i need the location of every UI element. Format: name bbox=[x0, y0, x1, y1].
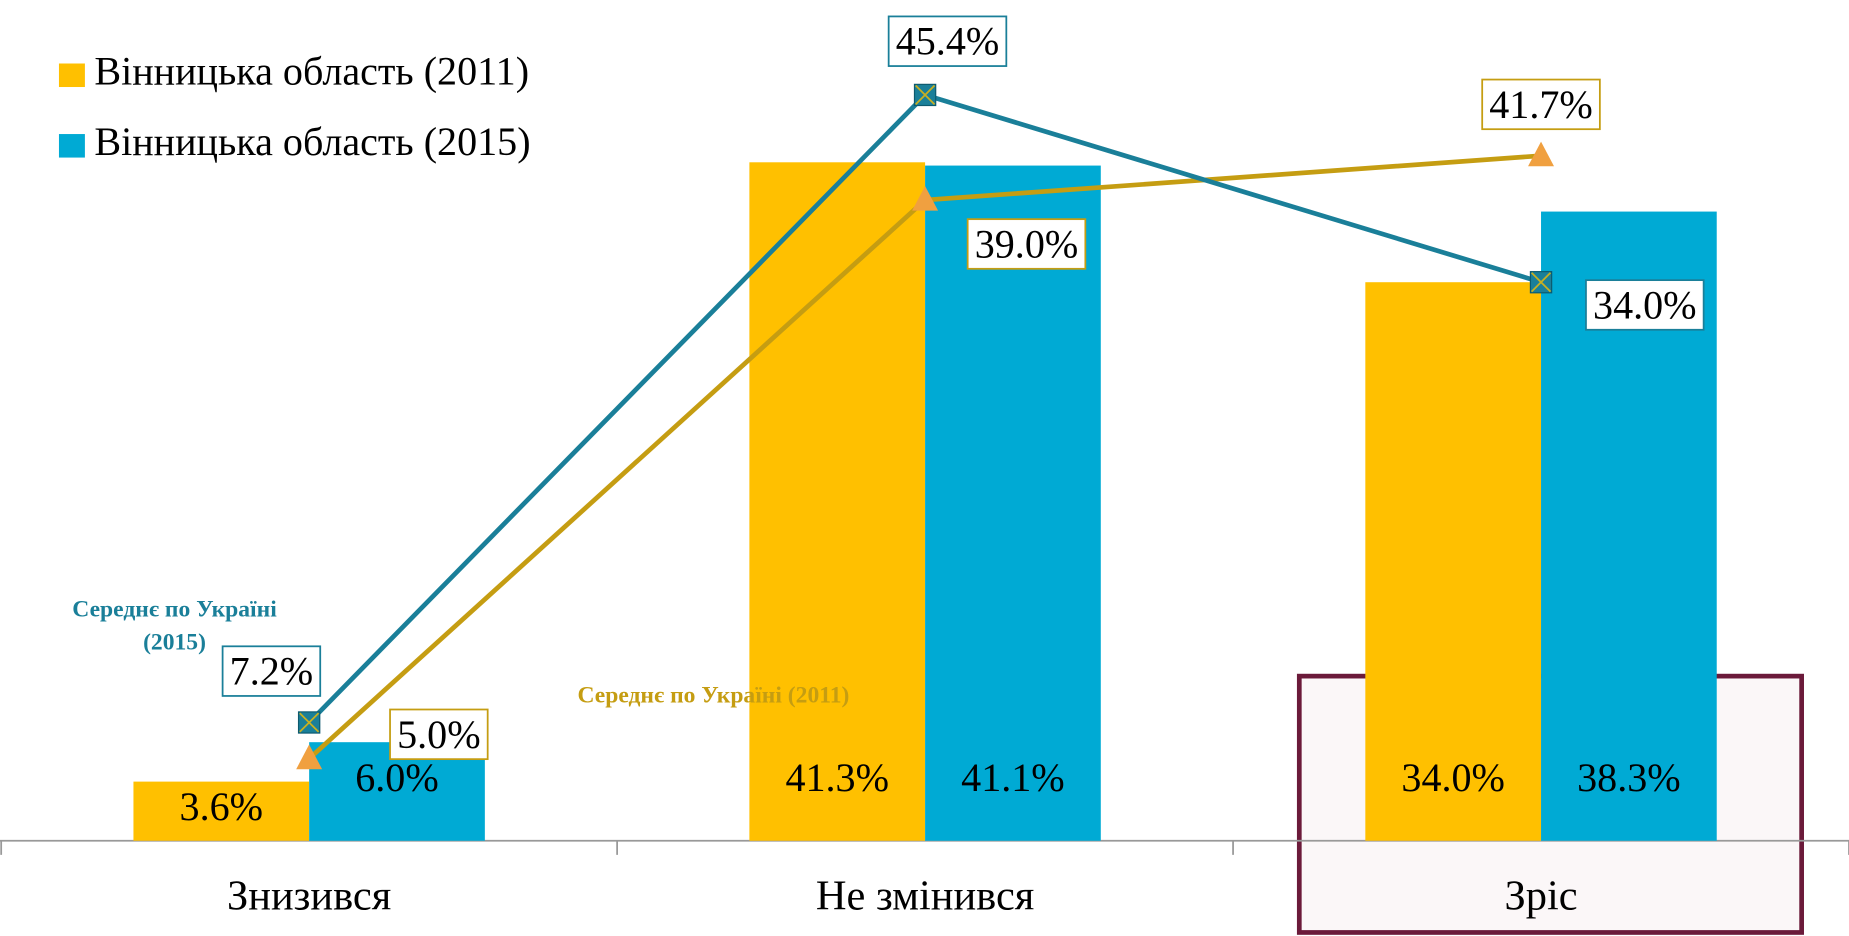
bar-value-label: 34.0% bbox=[1401, 755, 1505, 800]
bar-value-label: 6.0% bbox=[355, 755, 438, 800]
bar bbox=[749, 162, 926, 841]
line-value-label: 45.4% bbox=[896, 19, 1000, 64]
line-value-box bbox=[966, 218, 1087, 270]
x-tick-label: Зріс bbox=[1504, 872, 1577, 919]
line-value-box bbox=[389, 708, 489, 761]
x-tick-label: Знизився bbox=[227, 872, 391, 919]
line-value-box bbox=[1585, 279, 1705, 331]
marker-cross bbox=[915, 84, 936, 105]
x-tick-label: Не змінився bbox=[816, 872, 1034, 919]
bar bbox=[1365, 282, 1542, 841]
line-series-name-part: (2015) bbox=[143, 630, 206, 656]
line-value-label: 41.7% bbox=[1489, 82, 1593, 127]
line-marker bbox=[296, 744, 323, 770]
legend-label: Вінницька область (2011) bbox=[94, 48, 529, 93]
bar-value-label: 3.6% bbox=[180, 784, 263, 829]
bar-value-label: 38.3% bbox=[1577, 755, 1681, 800]
legend-label: Вінницька область (2015) bbox=[94, 119, 530, 164]
line-value-box bbox=[221, 645, 322, 697]
bar bbox=[133, 781, 310, 841]
line-value-label: 7.2% bbox=[230, 649, 313, 694]
bar bbox=[925, 165, 1101, 841]
line-marker bbox=[912, 185, 939, 211]
line-series-name: Середнє по Україні (2015) bbox=[72, 597, 277, 656]
marker-cross bbox=[1530, 272, 1552, 293]
legend-swatch bbox=[58, 134, 85, 158]
line-marker bbox=[1528, 141, 1555, 167]
bar-value-label: 41.1% bbox=[961, 755, 1065, 800]
line-value-label: 39.0% bbox=[975, 222, 1079, 267]
line-value-box bbox=[1481, 78, 1601, 131]
legend-swatch bbox=[58, 63, 85, 88]
bar-value-label: 41.3% bbox=[785, 755, 889, 800]
marker-cross bbox=[299, 712, 320, 733]
line-series-name: Середнє по Україні (2011) bbox=[577, 683, 849, 709]
line-value-label: 5.0% bbox=[397, 712, 480, 757]
line-value-label: 34.0% bbox=[1593, 282, 1697, 327]
line-value-box bbox=[887, 15, 1008, 67]
line-series-name-part: Середнє по Україні bbox=[72, 597, 277, 623]
